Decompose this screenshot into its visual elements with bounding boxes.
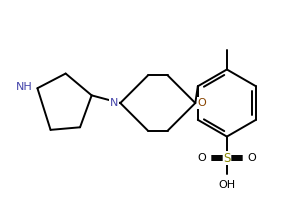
Text: N: N	[110, 98, 118, 108]
Text: NH: NH	[16, 82, 33, 92]
Text: OH: OH	[218, 180, 235, 190]
Text: S: S	[223, 152, 231, 165]
Text: O: O	[248, 153, 256, 163]
Text: O: O	[197, 153, 206, 163]
Text: O: O	[197, 98, 206, 108]
